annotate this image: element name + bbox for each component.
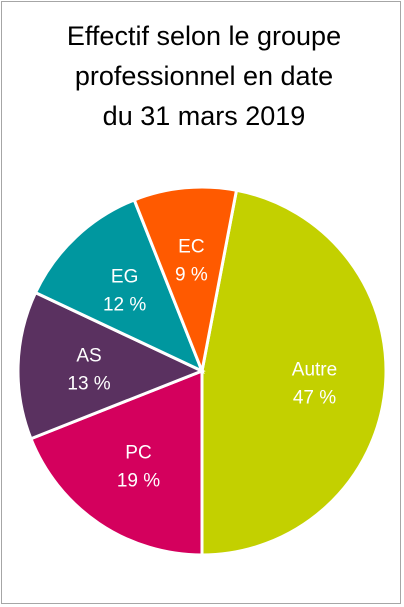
- slice-value-pc: 19 %: [117, 470, 160, 491]
- slice-value-ec: 9 %: [175, 265, 208, 286]
- slice-label-pc: PC: [125, 442, 151, 463]
- pie-slice-ec: [132, 185, 239, 377]
- slice-label-ec: EC: [178, 237, 204, 258]
- slice-label-as: AS: [76, 345, 101, 366]
- slice-value-eg: 12 %: [103, 295, 146, 316]
- slice-value-as: 13 %: [67, 373, 110, 394]
- pie-slice-as: [16, 290, 206, 441]
- slice-value-autre: 47 %: [293, 388, 336, 409]
- slice-label-eg: EG: [111, 267, 138, 288]
- pie-slice-pc: [28, 368, 204, 557]
- pie-slice-autre: [200, 188, 388, 557]
- slice-label-autre: Autre: [292, 360, 337, 381]
- pie-slice-eg: [33, 197, 205, 374]
- chart-title: Effectif selon le groupe professionnel e…: [66, 21, 342, 131]
